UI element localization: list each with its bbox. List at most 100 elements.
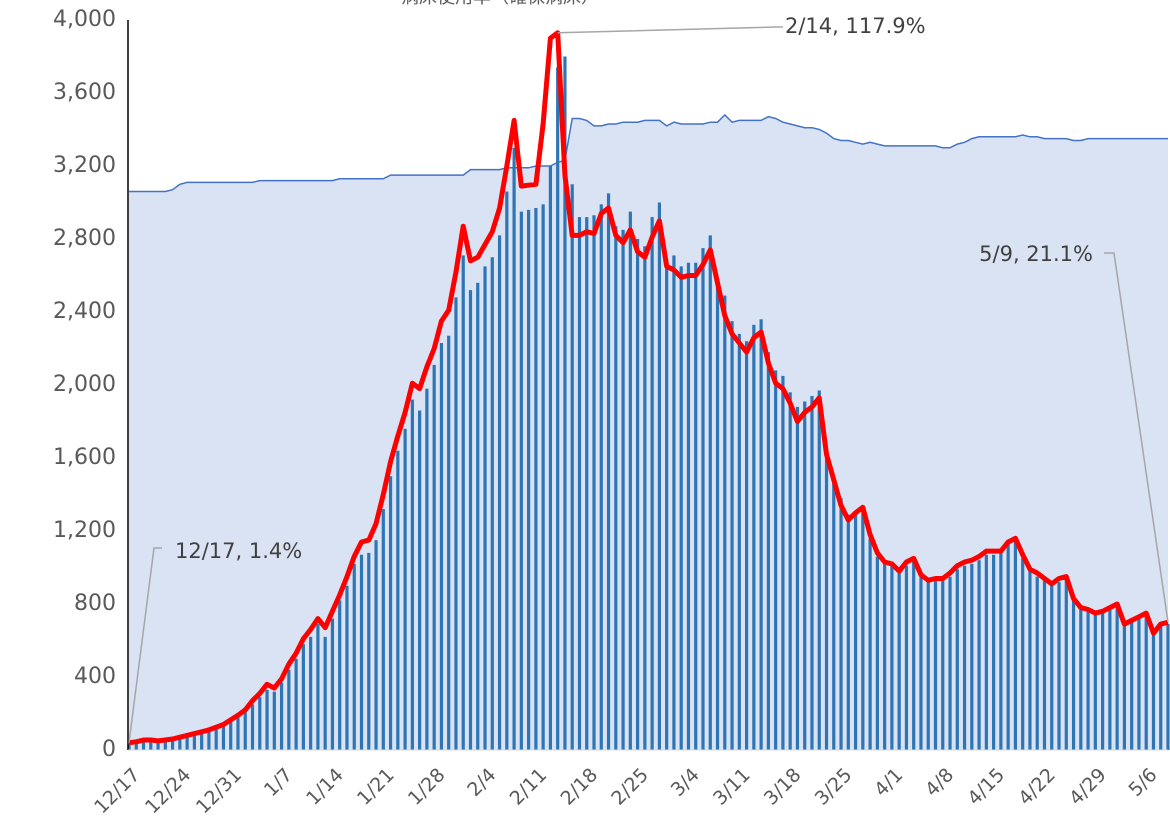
- bar: [512, 147, 516, 750]
- bar: [686, 262, 691, 750]
- bar: [1064, 578, 1068, 750]
- x-tick-label: 4/8: [921, 764, 958, 801]
- bar: [272, 691, 276, 750]
- bar: [1159, 625, 1163, 750]
- bar: [330, 618, 335, 750]
- bar: [759, 319, 763, 750]
- bar: [396, 450, 400, 750]
- bar: [548, 166, 553, 750]
- bar: [853, 512, 858, 750]
- leader-line: [128, 547, 162, 743]
- bar: [1122, 625, 1127, 750]
- bar: [1050, 585, 1054, 750]
- bar: [476, 282, 480, 750]
- bar: [200, 733, 204, 750]
- bar: [1013, 540, 1018, 750]
- bar: [795, 406, 800, 750]
- bar: [454, 297, 458, 750]
- bar: [410, 399, 414, 750]
- bar: [665, 259, 669, 750]
- bar: [323, 636, 327, 750]
- bar: [447, 335, 451, 750]
- bar: [1137, 618, 1141, 750]
- x-tick-label: 3/4: [667, 764, 704, 801]
- y-tick-label: 1,600: [53, 445, 116, 470]
- bar: [1144, 614, 1148, 750]
- bar: [694, 262, 698, 750]
- bar: [345, 585, 349, 750]
- bar: [483, 266, 487, 750]
- x-tick-label: 1/21: [353, 764, 399, 810]
- bar: [904, 565, 909, 750]
- bar: [359, 554, 364, 750]
- bar: [585, 217, 589, 751]
- bar: [737, 333, 741, 750]
- bar: [207, 731, 211, 750]
- bar: [403, 428, 407, 750]
- bar: [316, 624, 320, 750]
- bar: [229, 721, 233, 750]
- x-tick-label: 1/14: [302, 764, 348, 810]
- x-tick-label: 12/31: [192, 764, 246, 818]
- y-tick-label: 400: [74, 664, 116, 689]
- x-tick-label: 2/25: [607, 764, 653, 810]
- bar: [1101, 613, 1105, 750]
- bar: [497, 235, 502, 751]
- annotation: 2/14, 117.9%: [785, 14, 926, 38]
- bar: [250, 704, 255, 750]
- annotation: 5/9, 21.1%: [979, 242, 1093, 266]
- bar: [178, 739, 182, 750]
- bar: [766, 352, 770, 750]
- bar: [701, 248, 705, 750]
- bar: [432, 364, 436, 750]
- bar: [309, 636, 313, 750]
- bar: [657, 202, 661, 750]
- bar: [614, 226, 618, 751]
- bar: [294, 658, 298, 750]
- bar: [592, 215, 596, 750]
- y-tick-label: 1,200: [53, 518, 116, 543]
- capacity-line: [129, 113, 1168, 193]
- x-tick-label: 3/18: [760, 764, 806, 810]
- bar: [788, 392, 792, 750]
- bar: [781, 375, 785, 750]
- bar: [962, 565, 967, 750]
- leader-line: [557, 26, 783, 34]
- x-tick-label: 5/6: [1124, 764, 1161, 801]
- bar: [803, 401, 807, 750]
- bar: [527, 209, 531, 751]
- bar: [679, 266, 683, 750]
- bar: [715, 280, 720, 750]
- bar: [839, 498, 843, 750]
- x-tick-label: 12/24: [141, 764, 195, 818]
- bar: [846, 514, 850, 750]
- bar: [439, 343, 444, 750]
- bar: [279, 682, 284, 750]
- bar: [992, 554, 996, 750]
- y-tick-label: 800: [74, 591, 116, 616]
- bar: [141, 741, 146, 750]
- bar: [1093, 614, 1097, 750]
- bar: [577, 217, 582, 751]
- bar: [374, 540, 378, 750]
- bar: [243, 711, 247, 750]
- x-tick-label: 1/7: [260, 764, 297, 801]
- bar: [672, 255, 676, 751]
- bar: [1079, 609, 1083, 750]
- bar: [505, 191, 509, 751]
- bar: [774, 370, 778, 750]
- bar: [875, 556, 879, 750]
- bar: [367, 552, 371, 750]
- bar: [134, 742, 138, 750]
- bar: [425, 388, 429, 750]
- bar: [185, 737, 189, 750]
- x-tick-label: 3/11: [709, 764, 755, 810]
- bar: [1166, 624, 1170, 750]
- bar: [287, 669, 291, 750]
- bar: [970, 563, 974, 750]
- bar: [570, 184, 574, 750]
- bar: [912, 562, 916, 750]
- bar: [1086, 611, 1090, 750]
- bar: [1130, 622, 1134, 750]
- bar: [1108, 609, 1112, 750]
